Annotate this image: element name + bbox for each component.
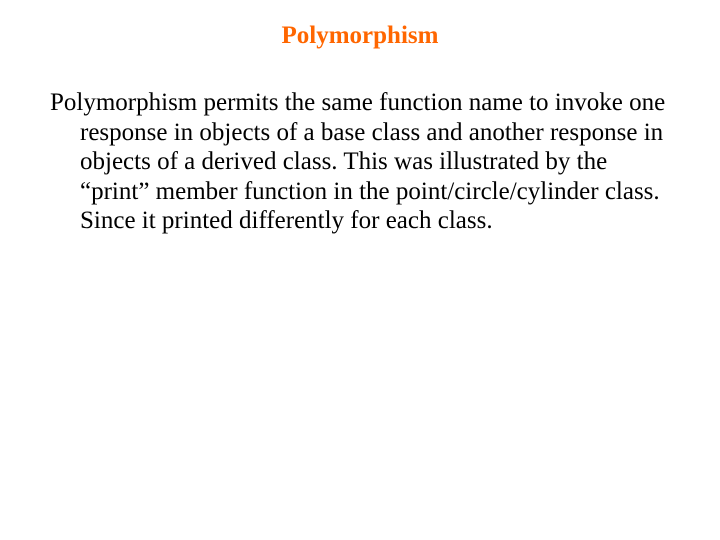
slide-title: Polymorphism (50, 22, 670, 50)
slide-body-text: Polymorphism permits the same function n… (80, 88, 670, 236)
